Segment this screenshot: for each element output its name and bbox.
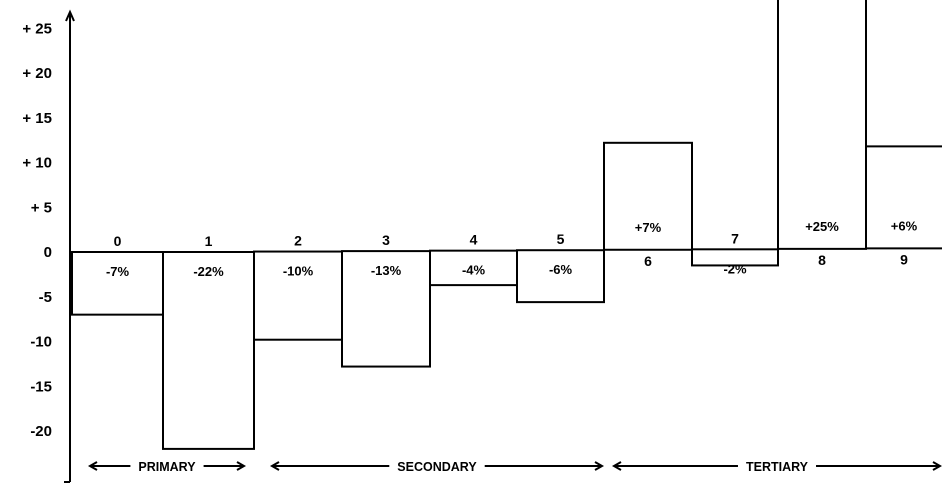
value-label: -22% [193,264,224,279]
bar-0 [71,251,164,316]
category-labels: 0 1 2 3 4 5 6 7 8 9 [114,230,909,268]
sector-brackets: PRIMARY SECONDARY TERTIARY [87,460,942,474]
bar-4 [429,249,518,287]
value-label: +7% [635,220,662,235]
category-label: 0 [114,233,122,249]
y-tick-label: + 20 [22,65,52,82]
sector-primary: PRIMARY [87,460,247,474]
arrow-left-icon [87,461,98,471]
value-label: -2% [723,261,747,276]
arrow-right-icon [594,461,605,471]
bar-2 [253,250,343,341]
category-label: 4 [470,232,478,248]
bar-8 [777,0,867,250]
value-label: -7% [106,264,130,279]
y-tick-label: -15 [30,378,52,395]
bar-1 [162,251,255,450]
bar-3 [341,250,431,368]
y-tick-label: + 15 [22,110,52,127]
category-label: 9 [900,251,908,267]
category-label: 8 [818,252,826,268]
arrow-right-icon [236,461,247,471]
sector-label: PRIMARY [138,460,196,474]
bars [71,0,942,450]
category-label: 7 [731,230,739,246]
sector-tertiary: TERTIARY [611,460,942,474]
bar-5 [516,249,605,304]
arrow-left-icon [611,461,622,471]
sector-secondary: SECONDARY [269,460,605,474]
sector-label: SECONDARY [397,460,477,474]
sector-label: TERTIARY [746,460,809,474]
category-label: 1 [205,233,213,249]
category-label: 5 [557,231,565,247]
value-label: -10% [283,264,314,279]
arrow-left-icon [269,461,280,471]
value-label: -4% [462,263,486,278]
y-axis-arrow-up [65,9,75,22]
y-tick-label: 0 [44,244,52,261]
bar-7 [691,248,779,267]
category-label: 3 [382,232,390,248]
value-label: +6% [891,218,918,233]
axes [64,9,75,483]
y-tick-label: -20 [30,423,52,440]
value-label: -13% [371,263,402,278]
y-tick-label: + 25 [22,20,52,37]
bar-6 [603,141,693,251]
y-tick-label: -10 [30,334,52,351]
y-tick-label: -5 [39,289,52,306]
category-label: 6 [644,253,652,269]
value-label: +25% [805,219,839,234]
value-labels: -7% -22% -10% -13% -4% -6% +7% -2% +25% +6% [106,218,918,279]
y-tick-label: + 5 [31,199,52,216]
bar-9 [865,145,942,250]
y-tick-label: + 10 [22,155,52,172]
value-label: -6% [549,262,573,277]
arrow-right-icon [932,461,942,471]
category-label: 2 [294,233,302,249]
y-tick-labels: + 25 + 20 + 15 + 10 + 5 0 -5 -10 -15 -20 [22,20,52,440]
